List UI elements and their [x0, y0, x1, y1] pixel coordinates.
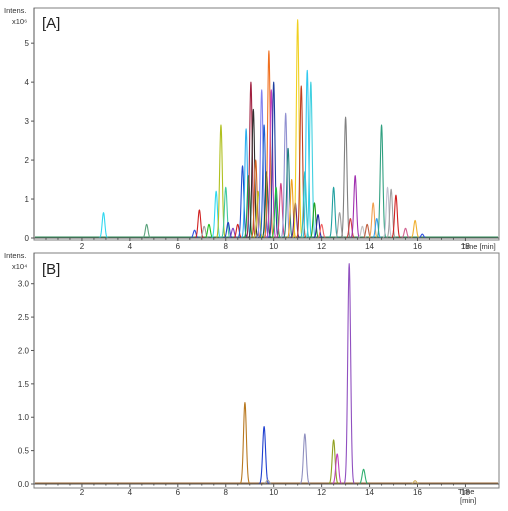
x-tick-label: 4	[128, 488, 133, 497]
x-tick-label: 2	[80, 488, 85, 497]
chromatogram-peak	[282, 147, 294, 239]
y-tick-group: 0.0 0.5 1.0 1.5 2.0 2.5 3.0	[18, 280, 34, 489]
x-tick-label: 6	[176, 488, 181, 497]
y-tick-label: 2.0	[18, 346, 30, 355]
y-tick-label: 2.5	[18, 313, 30, 322]
x-tick-label: 8	[224, 242, 229, 251]
x-tick-label: 8	[224, 488, 229, 497]
chromatogram-peak	[236, 165, 249, 239]
chromatogram-peak	[298, 433, 311, 485]
x-tick-group: 2 4 6 8 10 12 14 16 18	[45, 238, 470, 251]
y-axis-exponent: x10⁴	[12, 262, 27, 271]
chromatogram-peak	[327, 439, 340, 485]
chromatogram-peak	[210, 190, 222, 239]
chromatogram-peak	[381, 186, 394, 239]
chromatogram-peak	[292, 19, 304, 239]
y-tick-label: 1.5	[18, 380, 30, 389]
trace-group	[35, 19, 498, 239]
chromatogram-peak	[375, 124, 388, 239]
chromatogram-peak	[328, 186, 340, 239]
y-tick-label: 0	[25, 234, 30, 243]
x-tick-label: 4	[128, 242, 133, 251]
y-tick-label: 3.0	[18, 280, 30, 289]
x-tick-label: 10	[269, 488, 278, 497]
x-tick-label: 2	[80, 242, 85, 251]
plot-area-frame	[33, 252, 500, 489]
chromatogram-peak	[252, 190, 264, 239]
chromatogram-peak	[340, 116, 352, 239]
chromatogram-peak	[97, 212, 110, 239]
chromatogram-peak	[343, 263, 356, 485]
y-tick-label: 5	[25, 39, 30, 48]
y-tick-label: 0.5	[18, 447, 30, 456]
chromatogram-peak	[295, 85, 307, 239]
x-tick-label: 18	[461, 488, 470, 497]
chromatogram-peak	[385, 188, 397, 239]
y-tick-label: 1.0	[18, 413, 30, 422]
chromatogram-peak	[331, 453, 344, 485]
chromatogram-peak	[280, 112, 292, 239]
x-tick-label: 16	[413, 488, 422, 497]
panel-label: [B]	[42, 261, 60, 278]
chromatogram-peak	[258, 426, 271, 485]
y-tick-group: 0 1 2 3 4 5	[25, 39, 34, 243]
y-axis-label: Intens.	[4, 251, 27, 260]
chromatogram-peak	[299, 171, 311, 239]
chromatogram-peak	[268, 81, 280, 239]
x-tick-label: 14	[365, 488, 374, 497]
y-tick-label: 2	[25, 156, 30, 165]
x-tick-group: 2 4 6 8 10 12 14 16 18	[45, 484, 470, 497]
chromatogram-peak	[286, 179, 298, 239]
chromatogram-peak	[220, 186, 232, 239]
y-axis-label: Intens.	[4, 6, 27, 15]
chromatogram-peak	[215, 124, 227, 239]
chromatogram-peak	[305, 81, 317, 239]
chromatogram-peak	[263, 50, 275, 239]
y-tick-label: 3	[25, 117, 30, 126]
x-tick-label: 16	[413, 242, 422, 251]
chromatogram-peak	[308, 202, 321, 239]
x-tick-label: 12	[317, 242, 326, 251]
chromatogram-peak	[238, 401, 251, 485]
chromatogram-peak	[334, 212, 346, 239]
chromatogram-peak	[371, 217, 383, 239]
y-tick-label: 1	[25, 195, 30, 204]
x-tick-label: 18	[461, 242, 470, 251]
chromatogram-peak	[250, 159, 262, 239]
x-axis-label: Time [min]	[461, 242, 496, 251]
chromatogram-peak	[193, 209, 205, 239]
y-axis-exponent: x10⁶	[12, 17, 27, 26]
chromatogram-peak	[270, 186, 282, 239]
trace-group	[35, 263, 498, 485]
chromatogram-peak	[344, 217, 356, 239]
chromatogram-peak	[312, 214, 324, 239]
x-tick-label: 6	[176, 242, 181, 251]
x-tick-label: 10	[269, 242, 278, 251]
chromatogram-peak	[390, 194, 402, 239]
panel-label: [A]	[42, 15, 60, 32]
chromatogram-peak	[245, 81, 257, 239]
x-axis-label: Time	[458, 487, 474, 496]
x-tick-label: 14	[365, 242, 374, 251]
y-tick-label: 0.0	[18, 480, 30, 489]
y-tick-label: 4	[25, 78, 30, 87]
x-tick-label: 12	[317, 488, 326, 497]
chromatogram-panel-b: 2 4 6 8 10 12 14 16 18 0.0 0.5 1.0 1.5 2.0 2.5 3.0 [B]…	[4, 251, 500, 505]
chromatogram-peak	[247, 108, 259, 239]
chromatogram-peak	[301, 69, 313, 239]
chromatogram-peak	[265, 89, 277, 239]
chromatogram-peak	[367, 202, 379, 239]
x-axis-unit-label: [min]	[460, 496, 476, 505]
chromatogram-peak	[349, 175, 361, 239]
